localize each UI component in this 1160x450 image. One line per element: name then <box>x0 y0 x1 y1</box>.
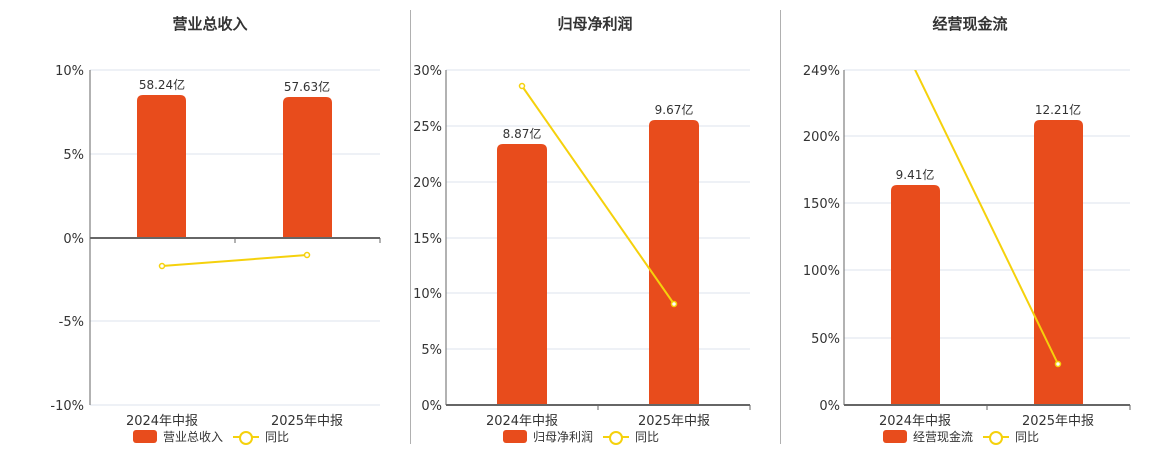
chart-title: 经营现金流 <box>932 15 1008 33</box>
y-tick: 5% <box>421 343 442 358</box>
legend-line-label[interactable]: 同比 <box>265 430 290 444</box>
legend-line-label[interactable]: 同比 <box>1015 430 1040 444</box>
y-tick: 5% <box>63 148 84 163</box>
x-category: 2024年中报 <box>126 414 198 429</box>
bar-2025[interactable] <box>283 97 332 238</box>
chart-legend: 归母净利润 同比 <box>503 428 659 445</box>
chart-title: 营业总收入 <box>172 15 248 33</box>
y-tick: 100% <box>803 264 840 279</box>
y-tick: 200% <box>803 130 840 145</box>
bar-2025[interactable] <box>649 120 699 405</box>
bar-value-label: 9.67亿 <box>655 102 694 117</box>
y-tick: -5% <box>59 315 84 330</box>
y-tick: 0% <box>819 399 840 414</box>
yoy-line <box>521 85 675 305</box>
yoy-point[interactable] <box>158 262 166 270</box>
legend-bar-label[interactable]: 营业总收入 <box>163 430 224 444</box>
x-category: 2024年中报 <box>879 414 951 429</box>
chart-legend: 经营现金流 同比 <box>883 428 1039 445</box>
net-profit-chart-plot: 30% 25% 20% 15% 10% 5% 0% 8.87亿 9.67亿 20… <box>413 64 751 429</box>
y-tick: 10% <box>55 64 84 79</box>
yoy-point[interactable] <box>670 300 678 308</box>
x-category: 2025年中报 <box>271 414 343 429</box>
bar-2024[interactable] <box>137 95 186 238</box>
legend-bar-swatch[interactable] <box>503 430 527 443</box>
bar-value-label: 58.24亿 <box>139 77 185 92</box>
legend-bar-swatch[interactable] <box>883 430 907 443</box>
yoy-line <box>914 70 1059 365</box>
y-tick: 30% <box>413 64 442 79</box>
legend-bar-label[interactable]: 归母净利润 <box>533 430 594 444</box>
y-tick: 0% <box>421 399 442 414</box>
bar-value-label: 8.87亿 <box>503 126 542 141</box>
yoy-point[interactable] <box>1054 360 1062 368</box>
chart-legend: 营业总收入 同比 <box>133 428 289 445</box>
yoy-line <box>161 254 308 267</box>
legend-bar-swatch[interactable] <box>133 430 157 443</box>
bar-2024[interactable] <box>497 144 547 405</box>
revenue-chart-plot: 10% 5% 0% -5% -10% 58.24亿 57.63亿 2024年中报… <box>50 64 381 429</box>
bar-value-label: 9.41亿 <box>896 167 935 182</box>
y-tick: 249% <box>803 64 840 79</box>
y-tick: 20% <box>413 176 442 191</box>
y-tick: -10% <box>50 399 84 414</box>
bar-value-label: 57.63亿 <box>284 79 330 94</box>
chart-title: 归母净利润 <box>557 15 633 33</box>
legend-line-swatch-icon[interactable] <box>233 430 260 445</box>
y-tick: 50% <box>811 332 840 347</box>
chart-panel-net-profit: 归母净利润 30% 25% 20% 15% 10% 5% 0% 8.87亿 9.… <box>413 15 751 445</box>
x-category: 2025年中报 <box>1022 414 1094 429</box>
chart-panel-revenue: 营业总收入 10% 5% 0% -5% -10% 58.24亿 57.63亿 2… <box>0 0 400 450</box>
bar-value-label: 12.21亿 <box>1035 102 1081 117</box>
bar-2024[interactable] <box>891 185 940 405</box>
y-tick: 10% <box>413 287 442 302</box>
y-tick: 15% <box>413 232 442 247</box>
panel-divider <box>780 10 781 444</box>
y-tick: 0% <box>63 232 84 247</box>
legend-line-swatch-icon[interactable] <box>603 430 630 445</box>
panel-divider <box>410 10 411 444</box>
bar-2025[interactable] <box>1034 120 1083 405</box>
x-category: 2024年中报 <box>486 414 558 429</box>
y-tick: 25% <box>413 120 442 135</box>
legend-line-swatch-icon[interactable] <box>983 430 1010 445</box>
x-category: 2025年中报 <box>638 414 710 429</box>
y-tick: 150% <box>803 197 840 212</box>
yoy-point[interactable] <box>303 251 311 259</box>
legend-bar-label[interactable]: 经营现金流 <box>913 430 974 444</box>
yoy-point[interactable] <box>518 82 526 90</box>
legend-line-label[interactable]: 同比 <box>635 430 660 444</box>
